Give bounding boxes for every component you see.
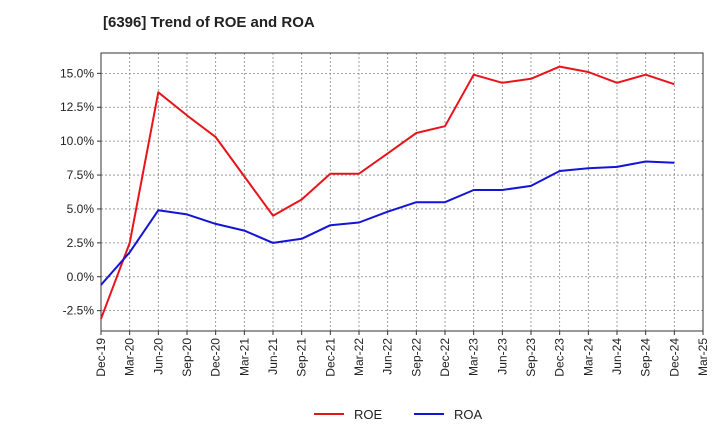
legend-label-roe: ROE xyxy=(354,407,383,422)
y-tick-label: 15.0% xyxy=(60,66,94,80)
y-tick-label: 10.0% xyxy=(60,134,94,148)
x-tick-label: Mar-20 xyxy=(123,338,137,376)
y-tick-label: 2.5% xyxy=(67,236,95,250)
x-tick-label: Sep-20 xyxy=(180,338,194,377)
y-tick-label: 7.5% xyxy=(67,168,95,182)
x-tick-label: Dec-23 xyxy=(553,338,567,377)
x-tick-label: Jun-23 xyxy=(495,338,509,375)
x-tick-label: Jun-22 xyxy=(381,338,395,375)
series-line-roa xyxy=(100,160,675,286)
y-tick-label: 0.0% xyxy=(67,270,95,284)
x-tick-label: Sep-24 xyxy=(639,338,653,377)
plot-area xyxy=(101,53,703,331)
y-tick-label: 5.0% xyxy=(67,202,95,216)
plot-frame xyxy=(100,52,704,332)
x-tick-label: Jun-21 xyxy=(266,338,280,375)
x-tick-label: Dec-20 xyxy=(209,338,223,377)
y-tick-label: 12.5% xyxy=(60,100,94,114)
x-tick-label: Mar-22 xyxy=(352,338,366,376)
x-tick-label: Sep-21 xyxy=(295,338,309,377)
x-tick-label: Mar-24 xyxy=(581,338,595,376)
x-tick-label: Mar-23 xyxy=(467,338,481,376)
x-tick-label: Dec-22 xyxy=(438,338,452,377)
x-tick-label: Sep-22 xyxy=(409,338,423,377)
x-tick-label: Jun-24 xyxy=(610,338,624,375)
x-tick-label: Dec-19 xyxy=(94,338,108,377)
chart-title: [6396] Trend of ROE and ROA xyxy=(103,14,315,31)
y-tick-label: -2.5% xyxy=(63,304,95,318)
series-line-roe xyxy=(100,65,675,320)
x-tick-label: Mar-25 xyxy=(696,338,710,376)
x-tick-label: Mar-21 xyxy=(237,338,251,376)
x-tick-label: Dec-24 xyxy=(667,338,681,377)
x-tick-label: Jun-20 xyxy=(151,338,165,375)
x-tick-label: Dec-21 xyxy=(323,338,337,377)
x-tick-label: Sep-23 xyxy=(524,338,538,377)
legend-label-roa: ROA xyxy=(454,407,483,422)
